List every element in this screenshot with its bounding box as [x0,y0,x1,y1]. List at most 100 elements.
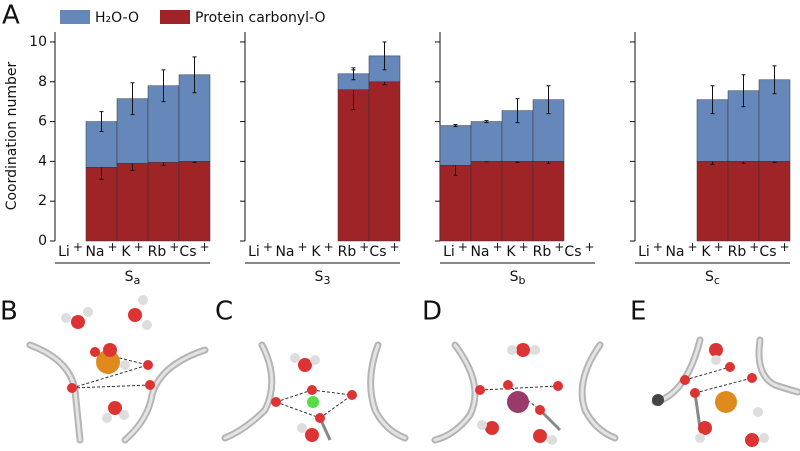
structure-b: B [0,295,209,444]
category-charge: + [108,240,118,254]
legend-swatch [60,10,90,24]
panel-label: C [215,297,233,327]
structure-d: D [422,297,619,445]
x-tick-label: Na + [665,240,697,261]
structure-c: C [215,297,409,442]
category-name: Na [85,244,104,260]
bar-segment [501,161,534,242]
x-tick-label: K + [701,240,723,261]
category-name: Rb [728,244,747,260]
category-name: Rb [338,244,357,260]
x-tick-label: Cs + [759,240,789,261]
category-charge: + [458,240,468,254]
legend-swatch [160,10,190,24]
category-name: Na [665,244,684,260]
subplot: Li + Na + K + Rb + Cs +S3 [240,32,401,287]
legend-label: Protein carbonyl-O [195,10,326,26]
category-charge: + [714,240,724,254]
panel-label: E [630,297,646,327]
category-name: Na [275,244,294,260]
category-charge: + [134,240,144,254]
category-charge: + [263,240,273,254]
x-tick-label: Na + [275,240,307,261]
y-tick-label: 4 [38,153,47,169]
category-charge: + [390,240,400,254]
category-name: Li [248,244,260,260]
group-name: S [510,269,519,285]
x-tick-label: K + [311,240,333,261]
group-name: S [125,269,134,285]
y-tick-label: 8 [38,74,47,90]
x-tick-label: Rb + [728,240,760,261]
bar-segment [470,161,503,242]
category-charge: + [653,240,663,254]
category-charge: + [359,240,369,254]
x-tick-label: Cs + [179,240,209,261]
y-tick-label: 0 [38,233,47,249]
x-tick-label: Rb + [148,240,180,261]
bar-segment [727,161,760,242]
bar-segment [337,89,370,242]
category-charge: + [554,240,564,254]
group-label: Sa [125,269,141,287]
x-tick-label: Rb + [533,240,565,261]
group-name: S [315,269,324,285]
y-tick-label: 2 [38,193,47,209]
category-charge: + [169,240,179,254]
x-tick-label: Na + [470,240,502,261]
bar-segment [116,98,149,164]
bar-segment [439,165,472,242]
bar-segment [368,81,401,242]
category-name: Cs [759,244,776,260]
panel-label: D [422,297,442,327]
category-charge: + [298,240,308,254]
category-charge: + [585,240,595,254]
subplot: Li + Na + K + Rb + Cs +Sb [435,32,595,287]
bar-segment [532,161,565,242]
panel-label: B [0,297,18,327]
category-name: Li [58,244,70,260]
bar-segment [147,162,180,242]
y-tick-label: 10 [29,34,47,50]
group-label: Sc [705,269,720,287]
category-name: K [121,244,131,260]
category-name: Na [470,244,489,260]
category-name: K [506,244,516,260]
bar-segment [178,161,211,242]
category-name: Rb [148,244,167,260]
bar-segment [470,121,503,162]
category-name: K [701,244,711,260]
category-charge: + [200,240,210,254]
category-charge: + [73,240,83,254]
legend-label: H₂O-O [95,10,139,26]
category-charge: + [493,240,503,254]
y-tick-label: 6 [38,114,47,130]
category-charge: + [688,240,698,254]
category-name: Cs [564,244,581,260]
x-tick-label: Li + [248,240,273,261]
legend: H₂O-O Protein carbonyl-O [60,10,326,26]
category-name: Cs [369,244,386,260]
category-name: Li [638,244,650,260]
group-subscript: 3 [323,274,330,287]
y-axis-label: Coordination number [4,61,20,210]
group-subscript: a [134,274,141,287]
group-name: S [705,269,714,285]
bar-segment [696,161,729,242]
x-tick-label: Cs + [564,240,594,261]
subplot: Li + Na + K + Rb + Cs +Sc [630,32,791,287]
x-tick-label: K + [506,240,528,261]
panel-label: A [2,1,20,31]
bar-segment [116,163,149,242]
category-charge: + [324,240,334,254]
x-tick-label: Li + [58,240,83,261]
x-tick-label: Li + [443,240,468,261]
category-name: Rb [533,244,552,260]
x-tick-label: Na + [85,240,117,261]
group-label: Sb [510,269,526,287]
x-tick-label: Rb + [338,240,370,261]
category-charge: + [519,240,529,254]
x-tick-label: Cs + [369,240,399,261]
